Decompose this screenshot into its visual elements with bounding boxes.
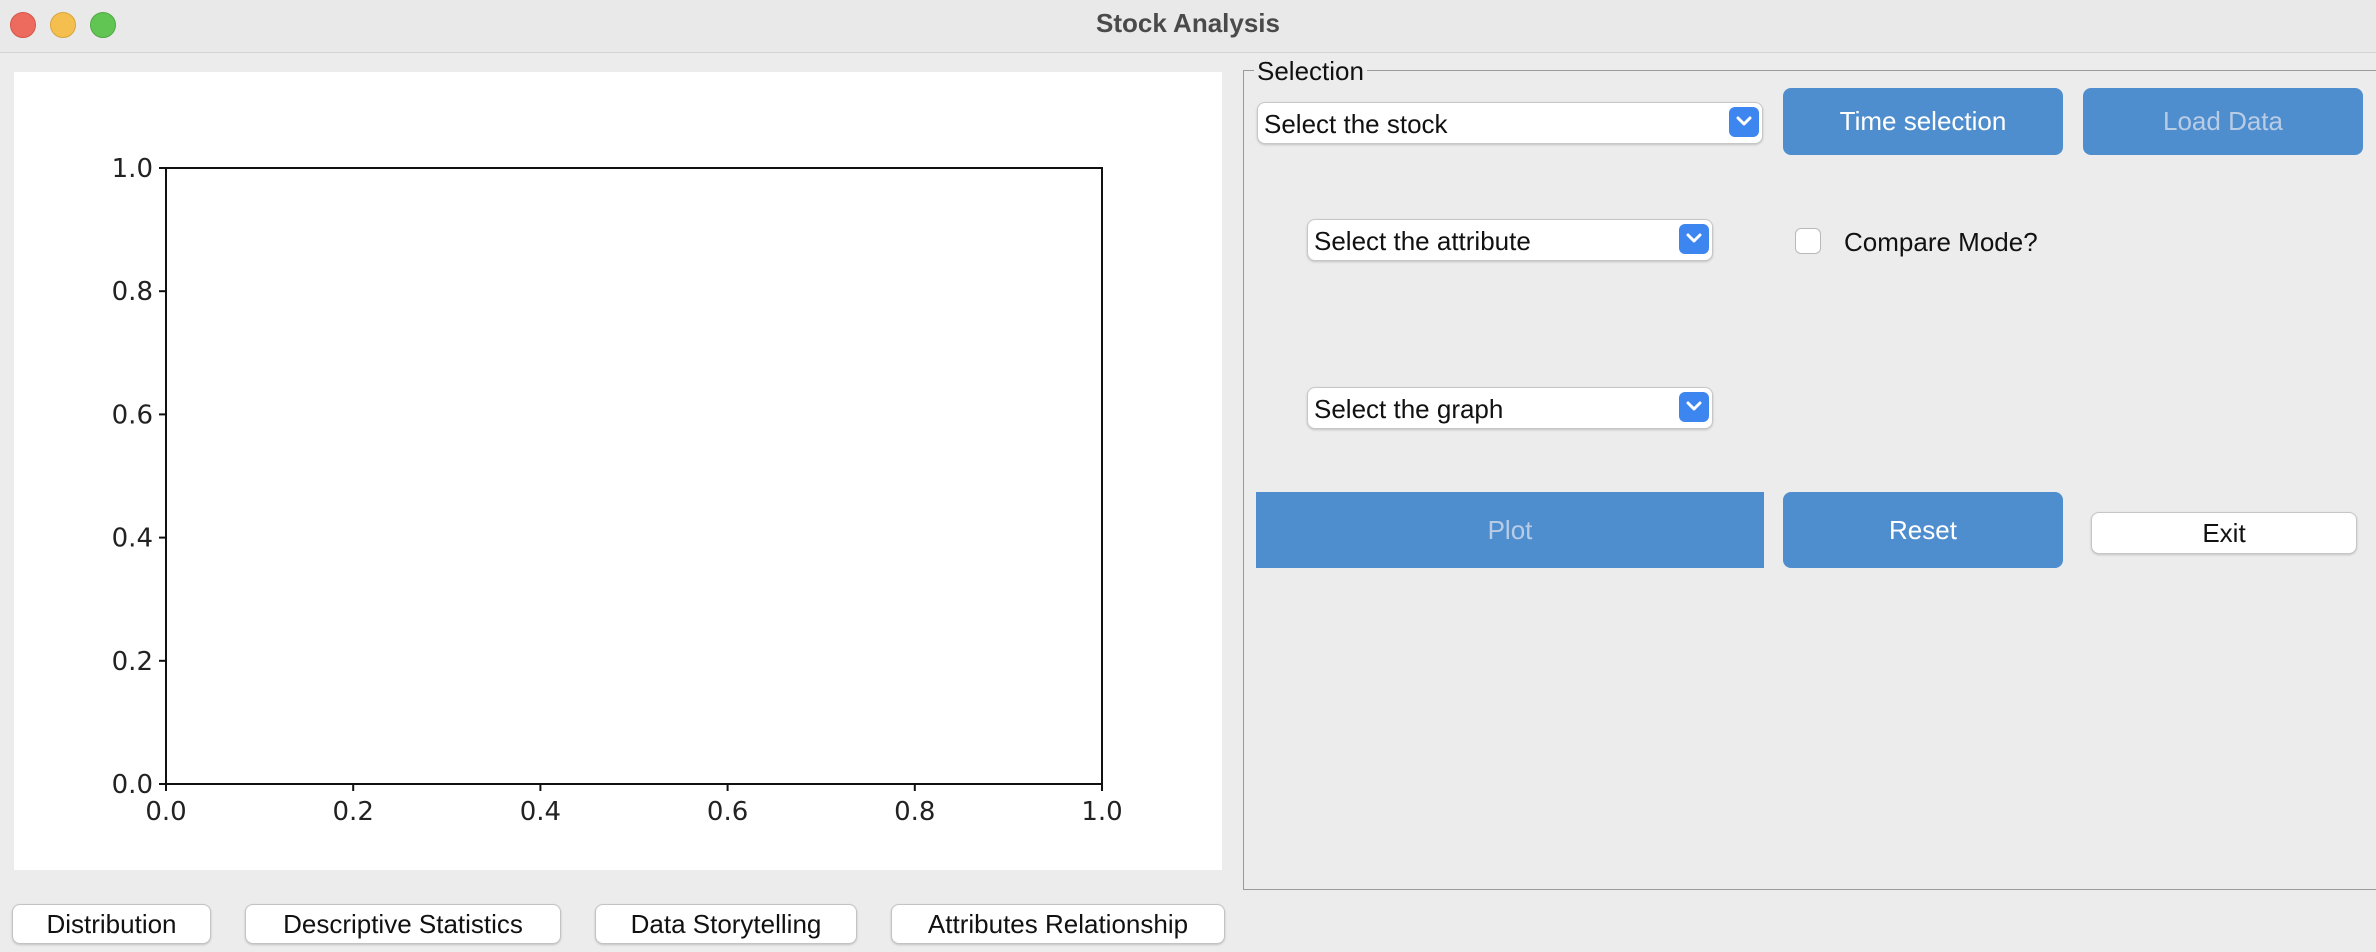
attribute-select-value: Select the attribute [1314,226,1531,256]
axes-frame [165,167,1103,785]
x-tick-label: 0.2 [333,797,374,827]
y-tick-label: 0.8 [112,277,153,307]
x-tick-label: 0.4 [520,797,561,827]
window-title: Stock Analysis [1095,8,1280,38]
x-tick-label: 0.8 [894,797,935,827]
zoom-window-button[interactable] [90,12,116,38]
graph-select[interactable]: Select the graph [1307,387,1713,429]
x-tick-label: 1.0 [1081,797,1122,827]
minimize-window-button[interactable] [50,12,76,38]
tab-distribution[interactable]: Distribution [12,904,211,944]
y-tick-label: 0.6 [112,400,153,430]
plot-button[interactable]: Plot [1256,492,1764,568]
tab-descriptive-statistics[interactable]: Descriptive Statistics [245,904,561,944]
y-tick-label: 0.0 [112,770,153,800]
chevron-down-icon[interactable] [1679,224,1709,254]
time-selection-button[interactable]: Time selection [1783,88,2063,155]
attribute-select[interactable]: Select the attribute [1307,219,1713,261]
selection-group [1243,70,2376,890]
stock-select[interactable]: Select the stock [1257,102,1763,144]
y-tick-label: 1.0 [112,154,153,184]
compare-mode-checkbox[interactable] [1795,228,1821,254]
load-data-button[interactable]: Load Data [2083,88,2363,155]
empty-chart: 0.0 0.2 0.4 0.6 0.8 1.0 0.0 0.2 0.4 0.6 0.8 1.0 [112,154,1123,827]
close-window-button[interactable] [10,12,36,38]
title-bar: Stock Analysis [0,0,2376,53]
graph-select-value: Select the graph [1314,394,1504,424]
exit-button[interactable]: Exit [2091,512,2357,554]
y-tick-label: 0.4 [112,524,153,554]
chevron-down-icon[interactable] [1679,392,1709,422]
chevron-down-icon[interactable] [1729,107,1759,137]
x-tick-label: 0.6 [707,797,748,827]
tab-attributes-relationship[interactable]: Attributes Relationship [891,904,1225,944]
x-tick-label: 0.0 [145,797,186,827]
y-tick-label: 0.2 [112,647,153,677]
selection-group-label: Selection [1254,56,1367,87]
plot-panel: 0.0 0.2 0.4 0.6 0.8 1.0 0.0 0.2 0.4 0.6 0.8 1.0 [14,72,1222,870]
compare-mode-label[interactable]: Compare Mode? [1844,227,2038,257]
reset-button[interactable]: Reset [1783,492,2063,568]
tab-data-storytelling[interactable]: Data Storytelling [595,904,857,944]
stock-select-value: Select the stock [1264,109,1448,139]
